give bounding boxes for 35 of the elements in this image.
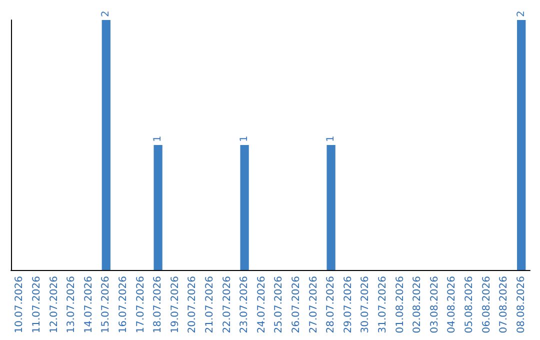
x-tick-label: 05.08.2026 <box>464 276 475 334</box>
x-tick-label: 16.07.2026 <box>118 276 129 334</box>
x-tick-label: 23.07.2026 <box>239 276 250 334</box>
x-tick-label: 01.08.2026 <box>394 276 406 334</box>
data-label: 2 <box>516 10 527 17</box>
x-tick-label: 13.07.2026 <box>66 276 78 334</box>
x-tick-label: 20.07.2026 <box>187 276 198 334</box>
x-tick-label: 22.07.2026 <box>222 276 233 334</box>
x-tick-label: 06.08.2026 <box>481 276 492 334</box>
x-tick-label: 21.07.2026 <box>204 276 216 334</box>
x-tick-label: 15.07.2026 <box>100 276 112 334</box>
x-tick-label: 10.07.2026 <box>14 276 26 334</box>
x-tick-label: 14.07.2026 <box>83 276 94 334</box>
x-tick-label: 29.07.2026 <box>342 276 354 334</box>
x-tick-label: 19.07.2026 <box>170 276 181 334</box>
x-tick-label: 27.07.2026 <box>308 276 320 334</box>
x-tick-label: 11.07.2026 <box>31 276 42 334</box>
data-label: 1 <box>239 136 250 142</box>
x-tick-label: 25.07.2026 <box>274 276 285 334</box>
x-tick-label: 03.08.2026 <box>429 276 440 334</box>
data-label: 1 <box>326 136 337 142</box>
data-label: 1 <box>152 136 164 142</box>
x-tick-label: 31.07.2026 <box>377 276 388 334</box>
x-tick-label: 08.08.2026 <box>516 276 527 334</box>
x-tick-label: 17.07.2026 <box>135 276 146 334</box>
x-tick-label: 18.07.2026 <box>152 276 164 334</box>
x-tick-label: 04.08.2026 <box>446 276 458 334</box>
x-tick-label: 24.07.2026 <box>256 276 268 334</box>
x-tick-label: 07.08.2026 <box>498 276 510 334</box>
x-tick-label: 12.07.2026 <box>48 276 60 334</box>
x-tick-label: 28.07.2026 <box>326 276 337 334</box>
x-tick-label: 30.07.2026 <box>360 276 372 334</box>
x-tick-label: 26.07.2026 <box>290 276 302 334</box>
x-tick-label: 02.08.2026 <box>412 276 424 334</box>
data-label: 2 <box>100 10 112 17</box>
